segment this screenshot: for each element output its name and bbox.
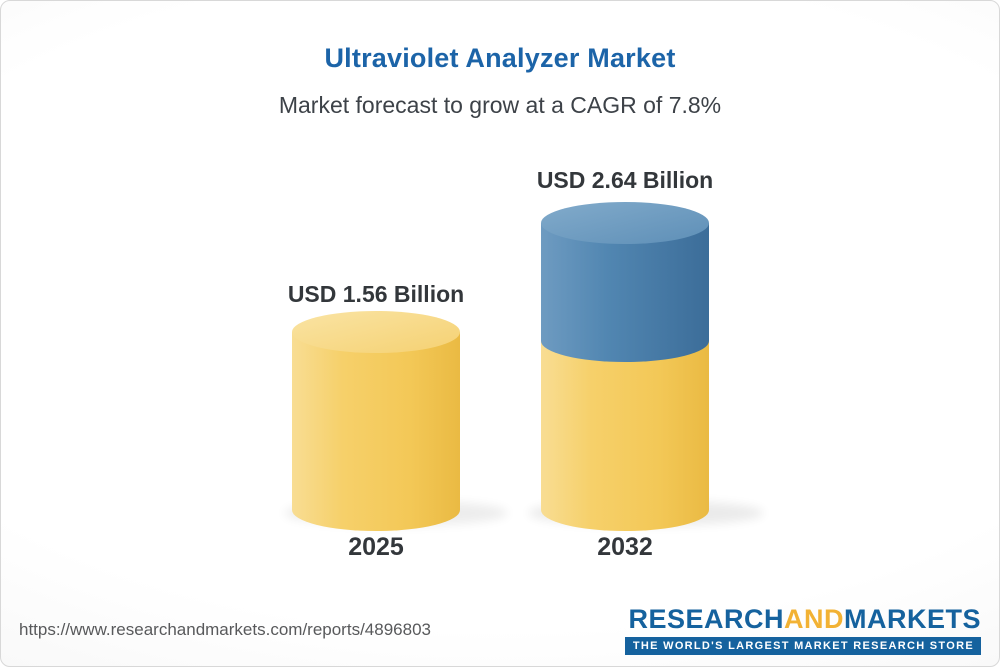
brand-word-markets: MARKETS (844, 603, 981, 634)
report-url: https://www.researchandmarkets.com/repor… (19, 620, 431, 639)
category-label-2025: 2025 (348, 533, 404, 561)
cylinder-2032-growth-segment (541, 223, 709, 362)
chart-header: Ultraviolet Analyzer Market Market forec… (1, 1, 999, 119)
page-subtitle: Market forecast to grow at a CAGR of 7.8… (278, 92, 722, 118)
cylinder-2025 (292, 311, 460, 531)
page-title: Ultraviolet Analyzer Market (324, 43, 676, 73)
cylinder-2032-base-segment (541, 331, 709, 531)
brand-logo: RESEARCHANDMARKETS THE WORLD'S LARGEST M… (624, 605, 981, 656)
cylinder-2032 (541, 202, 709, 531)
brand-word-research: RESEARCH (628, 603, 784, 634)
brand-logo-wordmark: RESEARCHANDMARKETS (625, 605, 981, 633)
value-label-2032: USD 2.64 Billion (536, 167, 714, 193)
category-label-2032: 2032 (597, 533, 653, 561)
footer: https://www.researchandmarkets.com/repor… (1, 604, 999, 666)
brand-word-and: AND (784, 603, 844, 634)
value-label-2025: USD 1.56 Billion (287, 281, 465, 307)
brand-tagline: THE WORLD'S LARGEST MARKET RESEARCH STOR… (624, 637, 981, 656)
